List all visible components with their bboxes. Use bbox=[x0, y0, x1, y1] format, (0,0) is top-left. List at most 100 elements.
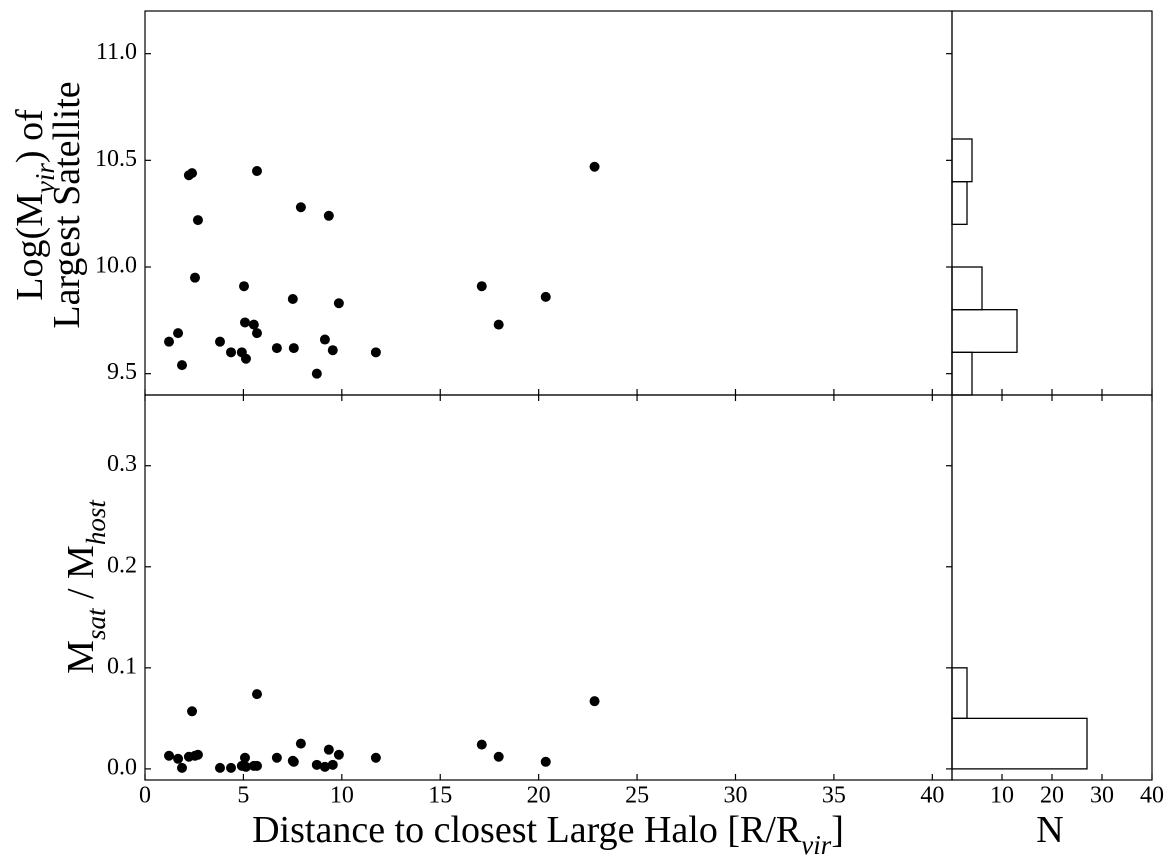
point bbox=[540, 756, 551, 767]
point bbox=[239, 752, 250, 763]
histogram-bar bbox=[951, 351, 973, 396]
x-tick-label: 0 bbox=[139, 783, 151, 809]
point bbox=[327, 759, 338, 770]
label-part: sat bbox=[81, 607, 111, 640]
point bbox=[323, 210, 334, 221]
point bbox=[476, 739, 487, 750]
point bbox=[226, 762, 237, 773]
point bbox=[251, 760, 262, 771]
plot-frame bbox=[144, 394, 953, 781]
x-tick-label: 20 bbox=[527, 783, 551, 809]
point bbox=[287, 294, 298, 304]
histogram-bar bbox=[951, 138, 973, 183]
point bbox=[248, 319, 259, 330]
point bbox=[214, 336, 225, 347]
y-tick-label: 10.5 bbox=[95, 146, 137, 172]
point bbox=[226, 347, 237, 358]
point bbox=[177, 762, 188, 773]
point bbox=[251, 166, 262, 176]
point bbox=[319, 761, 330, 772]
y-tick-label: 0.3 bbox=[107, 451, 137, 477]
point bbox=[370, 752, 381, 763]
point bbox=[319, 334, 330, 345]
x-tick-label: 5 bbox=[237, 783, 249, 809]
point bbox=[187, 168, 198, 179]
y-axis-label: Largest Satellite bbox=[46, 81, 88, 328]
plot-frame bbox=[951, 10, 1153, 396]
point bbox=[333, 298, 344, 309]
histogram-bar bbox=[951, 309, 1018, 353]
point bbox=[589, 161, 600, 172]
point bbox=[540, 291, 551, 302]
point bbox=[327, 345, 338, 356]
label-part: Log(M bbox=[9, 193, 51, 301]
x-axis-label: Distance to closest Large Halo [R/Rvir] bbox=[252, 809, 844, 860]
point bbox=[240, 761, 251, 772]
y-axis-label: Msat / Mhost bbox=[60, 499, 111, 674]
label-part: host bbox=[81, 499, 111, 546]
point bbox=[189, 272, 200, 283]
histogram-bar bbox=[951, 667, 968, 720]
point bbox=[493, 751, 504, 762]
y-tick-label: 0.0 bbox=[107, 754, 137, 780]
point bbox=[173, 753, 184, 764]
y-tick-label: 11.0 bbox=[96, 39, 137, 65]
point bbox=[164, 336, 175, 347]
x-tick-label: 40 bbox=[1140, 783, 1164, 809]
point bbox=[287, 755, 298, 766]
plot-frame bbox=[144, 10, 953, 396]
x-tick-label: 20 bbox=[1040, 783, 1064, 809]
label-part: M bbox=[60, 640, 102, 674]
point bbox=[240, 353, 251, 364]
x-tick-label: 30 bbox=[723, 783, 747, 809]
y-axis-label: Log(Mvir) of bbox=[9, 109, 60, 301]
point bbox=[192, 215, 203, 226]
point bbox=[271, 343, 282, 354]
y-tick-label: 10.0 bbox=[95, 253, 137, 279]
point bbox=[288, 343, 299, 354]
point bbox=[177, 360, 188, 371]
y-tick-label: 0.1 bbox=[107, 653, 137, 679]
label-part: ] bbox=[831, 809, 844, 851]
point bbox=[323, 744, 334, 755]
point bbox=[295, 738, 306, 749]
label-part: vir bbox=[801, 830, 831, 860]
point bbox=[192, 749, 203, 760]
x-tick-label: 30 bbox=[1090, 783, 1114, 809]
point bbox=[271, 752, 282, 763]
point bbox=[370, 347, 381, 358]
y-tick-label: 0.2 bbox=[107, 552, 137, 578]
point bbox=[239, 281, 250, 292]
histogram-bar bbox=[951, 181, 968, 225]
plot-frame bbox=[951, 394, 1153, 781]
label-part: / M bbox=[60, 545, 102, 608]
label-part: Distance to closest Large Halo [R/R bbox=[252, 809, 802, 851]
x-axis-label: N bbox=[1036, 809, 1063, 851]
y-tick-label: 9.5 bbox=[107, 359, 137, 385]
x-tick-label: 10 bbox=[990, 783, 1014, 809]
point bbox=[493, 319, 504, 330]
x-tick-label: 40 bbox=[920, 783, 944, 809]
point bbox=[187, 706, 198, 717]
point bbox=[164, 750, 175, 761]
point bbox=[251, 328, 262, 339]
point bbox=[311, 759, 322, 770]
histogram-bar bbox=[951, 717, 1088, 770]
point bbox=[295, 202, 306, 213]
label-part: ) of bbox=[9, 109, 51, 163]
label-part: N bbox=[1036, 809, 1063, 851]
point bbox=[333, 749, 344, 760]
point bbox=[311, 368, 322, 379]
histogram-bar bbox=[951, 266, 983, 311]
point bbox=[476, 281, 487, 292]
label-part: vir bbox=[30, 163, 60, 193]
point bbox=[589, 696, 600, 707]
point bbox=[251, 689, 262, 700]
point bbox=[239, 317, 250, 328]
x-tick-label: 35 bbox=[822, 783, 846, 809]
point bbox=[173, 328, 184, 339]
x-tick-label: 10 bbox=[330, 783, 354, 809]
point bbox=[214, 762, 225, 773]
